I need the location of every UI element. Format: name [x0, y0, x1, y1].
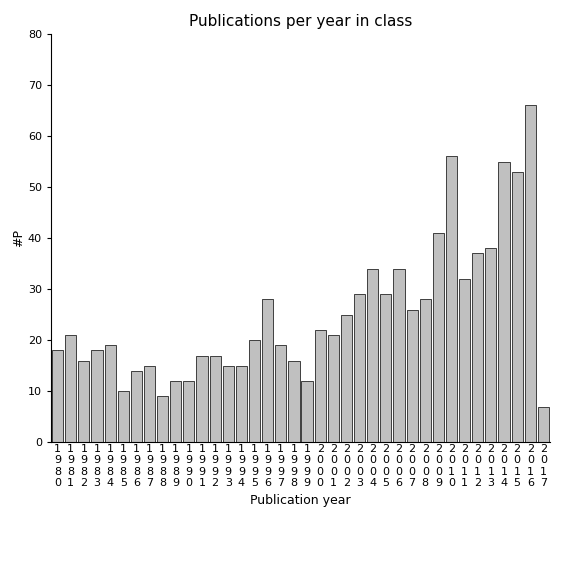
Bar — [420, 299, 431, 442]
Bar — [524, 105, 536, 442]
Bar — [393, 269, 405, 442]
Bar — [380, 294, 391, 442]
Bar — [249, 340, 260, 442]
Bar — [196, 356, 208, 442]
Bar — [91, 350, 103, 442]
Bar — [407, 310, 418, 442]
Bar — [262, 299, 273, 442]
Bar — [118, 391, 129, 442]
Bar — [315, 330, 326, 442]
Bar — [485, 248, 497, 442]
Bar — [446, 156, 457, 442]
Bar — [538, 407, 549, 442]
Bar — [354, 294, 365, 442]
Bar — [275, 345, 286, 442]
Bar — [170, 381, 181, 442]
Bar — [52, 350, 63, 442]
Bar — [341, 315, 352, 442]
Bar — [289, 361, 299, 442]
Bar — [131, 371, 142, 442]
Bar — [157, 396, 168, 442]
Bar — [65, 335, 77, 442]
Bar — [472, 253, 483, 442]
Bar — [367, 269, 378, 442]
Y-axis label: #P: #P — [12, 229, 25, 247]
Bar — [328, 335, 339, 442]
X-axis label: Publication year: Publication year — [250, 494, 351, 507]
Bar — [104, 345, 116, 442]
Title: Publications per year in class: Publications per year in class — [189, 14, 412, 29]
Bar — [302, 381, 312, 442]
Bar — [183, 381, 194, 442]
Bar — [78, 361, 90, 442]
Bar — [223, 366, 234, 442]
Bar — [498, 162, 510, 442]
Bar — [511, 172, 523, 442]
Bar — [144, 366, 155, 442]
Bar — [210, 356, 221, 442]
Bar — [236, 366, 247, 442]
Bar — [459, 279, 470, 442]
Bar — [433, 233, 444, 442]
